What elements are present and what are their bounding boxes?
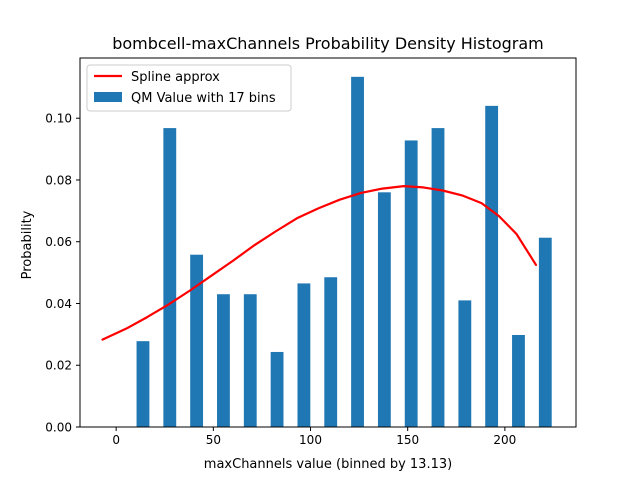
x-tick-label: 150 — [396, 433, 419, 447]
legend: Spline approx QM Value with 17 bins — [86, 64, 292, 112]
legend-label-spline: Spline approx — [131, 70, 220, 85]
x-tick-label: 50 — [206, 433, 221, 447]
histogram-bar — [458, 300, 472, 427]
y-tick-label: 0.00 — [45, 421, 72, 435]
y-tick-label: 0.08 — [45, 173, 72, 187]
histogram-bar — [538, 237, 552, 427]
x-tick-label: 100 — [299, 433, 322, 447]
y-tick-label: 0.06 — [45, 235, 72, 249]
histogram-bar — [324, 277, 338, 427]
legend-box — [86, 64, 292, 112]
x-tick-label: 200 — [493, 433, 516, 447]
x-tick-label: 0 — [112, 433, 120, 447]
y-tick-label: 0.04 — [45, 297, 72, 311]
x-axis-label: maxChannels value (binned by 13.13) — [204, 457, 452, 472]
histogram-bar — [243, 294, 257, 427]
histogram-bar — [512, 334, 525, 427]
y-tick-label: 0.02 — [45, 359, 72, 373]
axes — [79, 57, 577, 428]
bar-series — [136, 76, 552, 428]
spline-line — [101, 185, 538, 341]
histogram-bar — [163, 128, 177, 428]
histogram-bar — [351, 76, 364, 427]
y-axis-label: Probability — [20, 210, 35, 279]
y-tick-label: 0.10 — [45, 112, 72, 126]
histogram-bar — [485, 105, 499, 427]
histogram-bar — [404, 140, 418, 427]
chart-title: bombcell-maxChannels Probability Density… — [112, 34, 544, 53]
histogram-bar — [270, 351, 284, 427]
plot-frame — [79, 57, 577, 428]
legend-swatch-bars — [94, 92, 122, 102]
histogram-bar — [136, 341, 150, 427]
histogram-bar — [431, 128, 445, 428]
histogram-bar — [297, 283, 311, 427]
tick-marks: 0 50 100 150 200 0.00 0.02 0.04 0.06 0.08 0.10 — [45, 112, 516, 447]
histogram-bar — [217, 294, 230, 427]
histogram-bar — [377, 192, 391, 427]
histogram-bar — [190, 254, 204, 427]
line-series — [101, 185, 538, 341]
legend-label-bars: QM Value with 17 bins — [131, 91, 276, 106]
